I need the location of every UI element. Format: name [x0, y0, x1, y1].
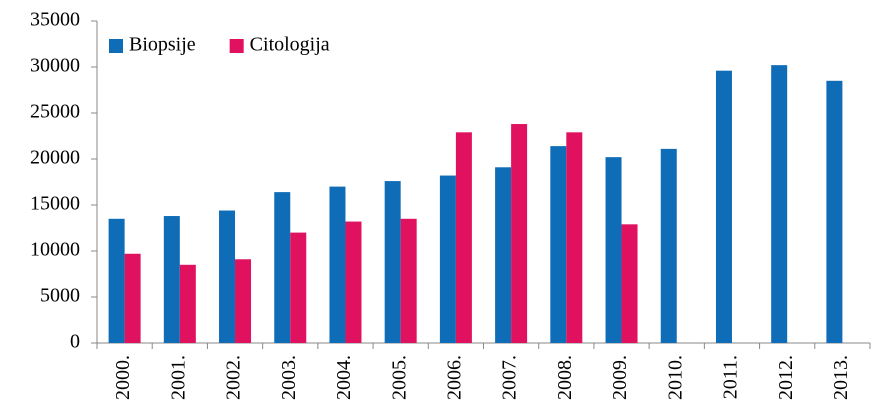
x-tick-label: 2013. — [830, 355, 852, 400]
bar — [235, 259, 252, 343]
legend-label: Biopsije — [129, 34, 196, 56]
y-tick-label: 25000 — [30, 101, 80, 123]
bar — [329, 186, 346, 343]
bar — [771, 65, 788, 343]
x-tick-label: 2011. — [720, 355, 742, 399]
y-tick-label: 35000 — [30, 9, 80, 31]
bar — [715, 70, 732, 344]
bar — [163, 216, 180, 343]
bar — [384, 181, 401, 343]
x-tick-label: 2010. — [664, 355, 686, 400]
bar — [621, 224, 638, 343]
bar — [219, 210, 236, 343]
bar — [345, 221, 362, 343]
bar — [108, 218, 125, 343]
bar — [124, 253, 141, 343]
y-tick-label: 20000 — [30, 147, 80, 169]
bar — [290, 232, 307, 343]
x-tick-label: 2009. — [609, 355, 631, 400]
y-tick-label: 0 — [70, 331, 80, 353]
x-tick-label: 2000. — [112, 355, 134, 400]
bar — [566, 132, 583, 343]
x-tick-label: 2006. — [443, 355, 465, 400]
bar — [826, 80, 843, 344]
y-tick-label: 10000 — [30, 239, 80, 261]
x-tick-label: 2001. — [167, 355, 189, 400]
bar — [439, 175, 456, 343]
bar — [605, 157, 622, 343]
bar — [274, 192, 291, 343]
legend-swatch — [109, 39, 123, 53]
y-tick-label: 5000 — [40, 285, 80, 307]
y-tick-label: 30000 — [30, 55, 80, 77]
legend-swatch — [229, 39, 244, 53]
bar — [660, 148, 677, 343]
x-tick-label: 2003. — [278, 355, 300, 400]
bar — [550, 146, 567, 343]
bar — [179, 264, 196, 343]
x-tick-label: 2004. — [333, 355, 355, 400]
y-tick-label: 15000 — [30, 193, 80, 215]
legend-label: Citologija — [250, 34, 330, 56]
x-tick-label: 2002. — [223, 355, 245, 400]
x-tick-label: 2012. — [775, 355, 797, 400]
bar — [511, 124, 528, 343]
bar — [455, 132, 472, 343]
x-tick-label: 2007. — [499, 355, 521, 400]
bar — [400, 218, 417, 343]
x-tick-label: 2005. — [388, 355, 410, 400]
x-tick-label: 2008. — [554, 355, 576, 400]
bar — [495, 167, 512, 343]
